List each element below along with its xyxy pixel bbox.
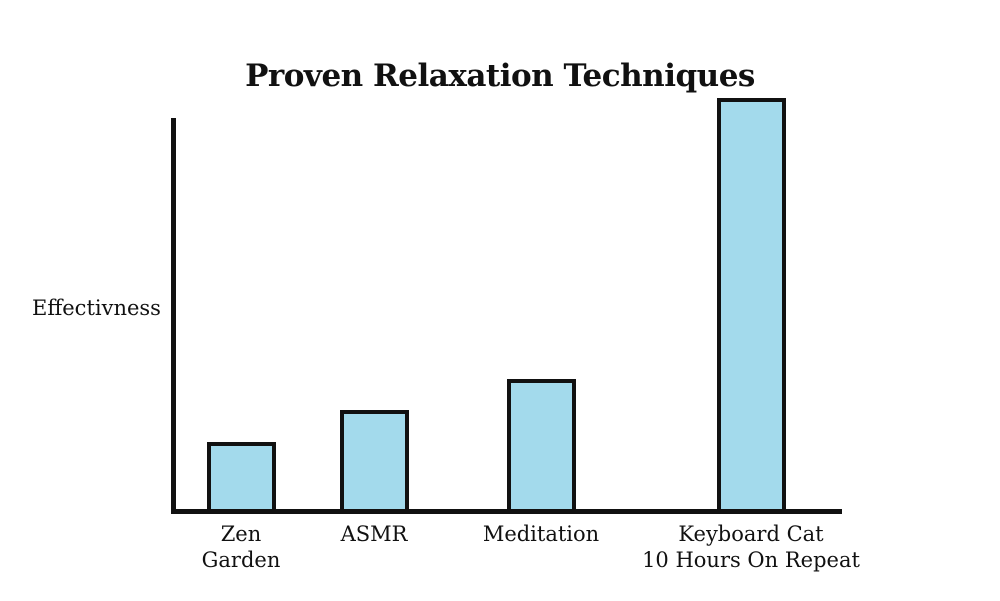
bar-zen bbox=[206, 442, 276, 513]
y-axis-label: Effectivness bbox=[32, 296, 161, 320]
y-axis-line bbox=[171, 118, 176, 513]
x-axis-tick-label-keyboard-cat: Keyboard Cat 10 Hours On Repeat bbox=[642, 522, 860, 572]
bar-meditation bbox=[506, 379, 576, 513]
x-axis-tick-label-zen: Zen Garden bbox=[201, 522, 281, 572]
bar-asmr bbox=[339, 410, 409, 513]
chart-title: Proven Relaxation Techniques bbox=[245, 58, 755, 94]
x-axis-tick-label-asmr: ASMR bbox=[340, 522, 408, 546]
bar-keyboard-cat bbox=[716, 98, 786, 513]
x-axis-tick-label-meditation: Meditation bbox=[482, 522, 600, 546]
